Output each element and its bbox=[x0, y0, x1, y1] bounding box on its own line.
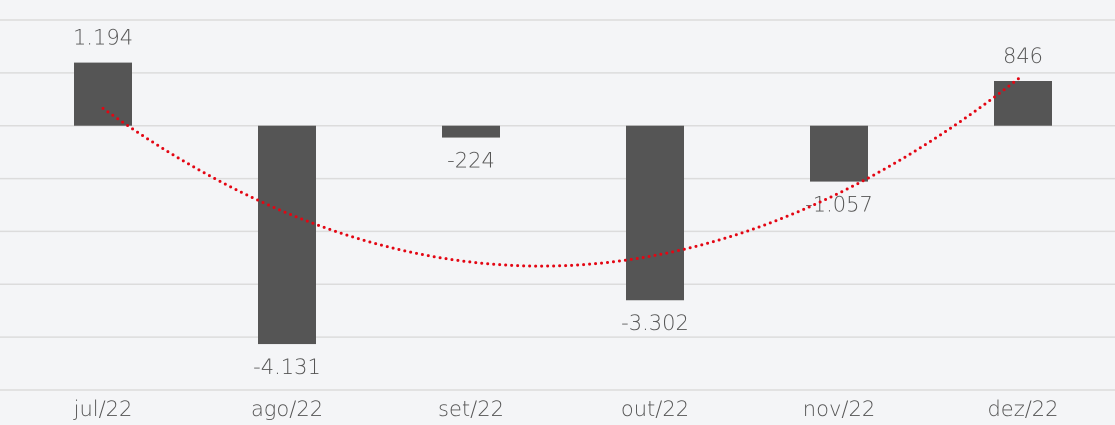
x-tick-label: out/22 bbox=[621, 397, 689, 421]
value-label: 846 bbox=[1003, 44, 1043, 68]
x-tick-label: set/22 bbox=[438, 397, 504, 421]
bar bbox=[442, 125, 500, 138]
bar bbox=[258, 125, 316, 345]
bar bbox=[994, 80, 1052, 126]
trend-line bbox=[101, 73, 1025, 268]
x-tick-label: nov/22 bbox=[803, 397, 875, 421]
value-label: 1.194 bbox=[73, 26, 133, 50]
value-label: -3.302 bbox=[621, 311, 689, 335]
x-tick-label: jul/22 bbox=[73, 397, 133, 421]
value-label: -4.131 bbox=[253, 355, 321, 379]
value-label: -1.057 bbox=[805, 193, 873, 217]
x-tick-label: dez/22 bbox=[987, 397, 1058, 421]
bar bbox=[74, 62, 132, 126]
bar bbox=[810, 125, 868, 182]
bar bbox=[626, 125, 684, 301]
value-label: -224 bbox=[447, 149, 495, 173]
x-tick-label: ago/22 bbox=[251, 397, 323, 421]
